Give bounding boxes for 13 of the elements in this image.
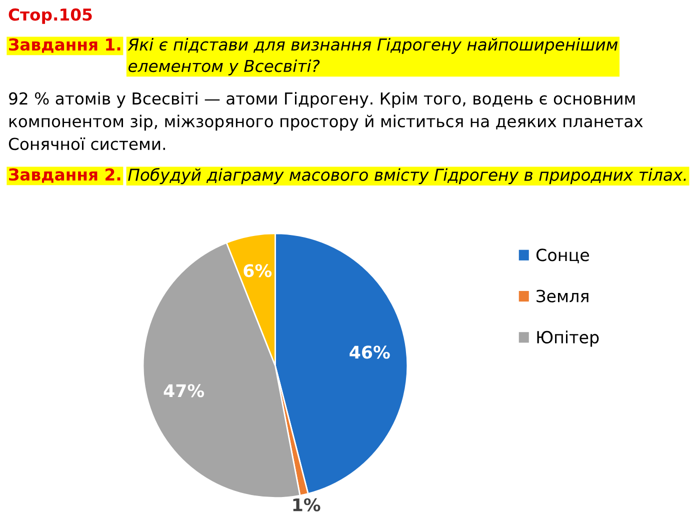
legend-label: Юпітер xyxy=(537,330,599,347)
legend-label: Земля xyxy=(536,290,588,302)
legend-label: Сонце xyxy=(536,248,589,264)
text: 92 % атомів у Всесвіті — атоми Гідрогену. Крім того, водень є основним компонентом зір, міжзоряного простору й міститься на деяких планетах Сонячної системи. xyxy=(8,92,643,150)
chart-title: Стор.105 xyxy=(8,8,92,24)
data-label: 1% xyxy=(293,498,320,512)
text: Які є підстави для визнання Гідрогену найпоширенішим елементом у Всесвіті? xyxy=(128,38,618,76)
data-label: 46% xyxy=(350,346,390,359)
text: Побудуй діаграму масового вмісту Гідрогену в природних тілах. xyxy=(128,168,686,184)
data-label: 6% xyxy=(244,264,272,278)
text: Завдання 2. xyxy=(9,168,120,183)
data-label: 47% xyxy=(164,384,204,398)
text: Завдання 1. xyxy=(9,38,120,53)
